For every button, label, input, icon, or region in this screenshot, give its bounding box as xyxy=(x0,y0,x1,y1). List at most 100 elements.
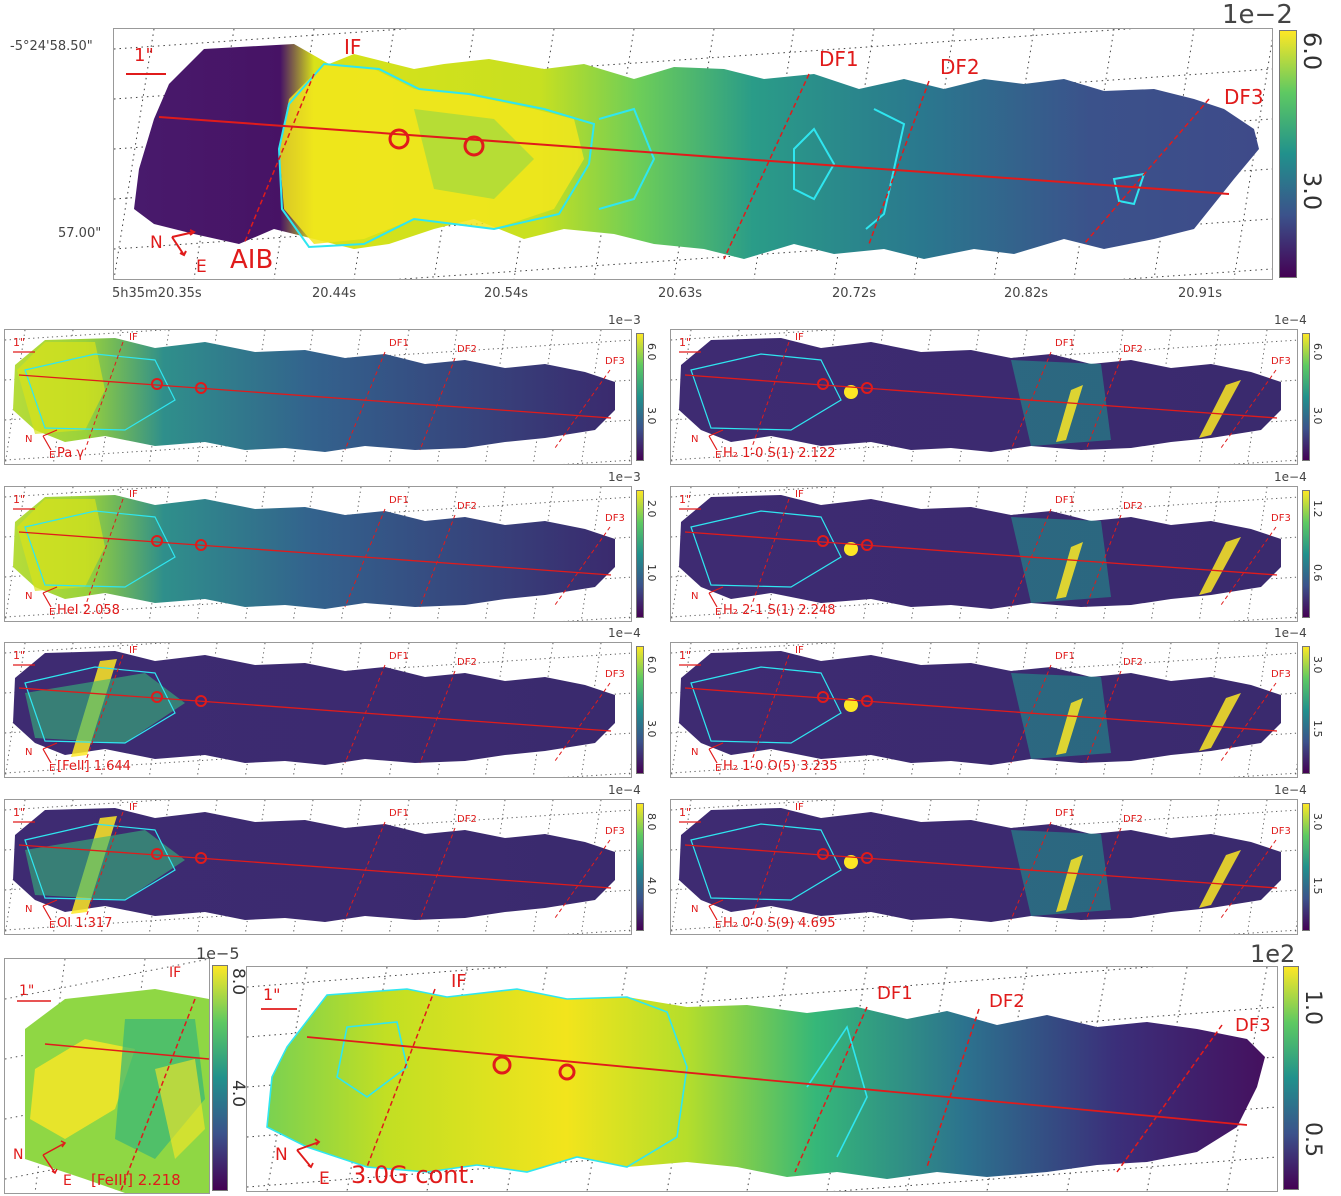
feiii-east: E xyxy=(63,1173,72,1189)
scale-bar-label: 1" xyxy=(13,336,26,349)
compass-east: E xyxy=(715,607,722,618)
line-map-colorbar-exponent: 1e−4 xyxy=(608,783,641,797)
ra-tick-3: 20.54s xyxy=(484,286,528,301)
feiii-panel: 1" IF N E [FeIII] 2.218 xyxy=(4,958,210,1194)
main-colorbar-tick-high: 6.0 xyxy=(1298,32,1326,71)
compass-north: N xyxy=(25,904,33,915)
feiii-colorbar xyxy=(212,965,228,1191)
compass-north: N xyxy=(691,904,699,915)
line-map-tick-high: 8.0 xyxy=(645,813,658,831)
label-df1: DF1 xyxy=(819,47,859,71)
line-map-tick-high: 6.0 xyxy=(645,656,658,674)
compass-east: E xyxy=(49,920,56,931)
line-map-image xyxy=(5,487,631,621)
scale-bar-label: 1" xyxy=(13,493,26,506)
cont-tick-low: 0.5 xyxy=(1300,1122,1325,1157)
line-map-image xyxy=(671,330,1297,464)
line-map-image xyxy=(5,800,631,934)
main-colorbar-tick-low: 3.0 xyxy=(1298,172,1326,211)
line-map-tick-low: 4.0 xyxy=(645,877,658,895)
line-map-panel: 1" IF DF1 DF2 DF3 N E HeI 2.058 xyxy=(4,486,632,622)
label-df3: DF3 xyxy=(1271,356,1291,367)
line-map-colorbar xyxy=(636,803,644,931)
line-map-panel: 1" IF DF1 DF2 DF3 N E H₂ 2-1 S(1) 2.248 xyxy=(670,486,1298,622)
feiii-colorbar-exponent: 1e−5 xyxy=(196,944,240,963)
line-label: [FeII] 1.644 xyxy=(57,759,131,774)
cont-label-df2: DF2 xyxy=(989,991,1025,1012)
ra-tick-6: 20.82s xyxy=(1004,286,1048,301)
label-df2: DF2 xyxy=(457,501,477,512)
label-df2: DF2 xyxy=(1123,344,1143,355)
scale-bar-label: 1" xyxy=(13,806,26,819)
compass-east: E xyxy=(715,763,722,774)
line-map-tick-high: 2.0 xyxy=(645,500,658,518)
line-label: H₂ 1-0 O(5) 3.235 xyxy=(723,759,838,774)
label-df3: DF3 xyxy=(1271,826,1291,837)
line-map-tick-low: 3.0 xyxy=(645,407,658,425)
line-map-tick-low: 0.6 xyxy=(1311,564,1324,582)
compass-north: N xyxy=(25,591,33,602)
cont-colorbar-exponent: 1e2 xyxy=(1250,940,1296,968)
compass-north: N xyxy=(150,233,163,253)
cont-colorbar xyxy=(1283,966,1299,1190)
line-map-colorbar xyxy=(636,490,644,618)
cont-north: N xyxy=(275,1145,288,1165)
label-if: IF xyxy=(129,645,138,656)
cont-scale-bar: 1" xyxy=(263,985,281,1004)
line-label: H₂ 0-0 S(9) 4.695 xyxy=(723,916,836,931)
main-colorbar-exponent: 1e−2 xyxy=(1222,0,1293,30)
scale-bar-label: 1" xyxy=(679,336,692,349)
feiii-tick-high: 8.0 xyxy=(228,968,248,996)
line-label: H₂ 2-1 S(1) 2.248 xyxy=(723,603,836,618)
compass-east: E xyxy=(715,920,722,931)
line-map-tick-low: 3.0 xyxy=(1311,407,1324,425)
label-df1: DF1 xyxy=(1055,495,1075,506)
label-df2: DF2 xyxy=(457,344,477,355)
feiii-label-if: IF xyxy=(169,965,182,981)
line-map-tick-high: 6.0 xyxy=(1311,343,1324,361)
line-map-panel: 1" IF DF1 DF2 DF3 N E OI 1.317 xyxy=(4,799,632,935)
cut-line xyxy=(158,116,1230,195)
dec-tick-2: 57.00" xyxy=(58,226,102,241)
ra-tick-4: 20.63s xyxy=(658,286,702,301)
label-if: IF xyxy=(795,489,804,500)
cont-panel: 1" IF DF1 DF2 DF3 N E 3.0G cont. xyxy=(246,966,1278,1192)
compass-east: E xyxy=(49,450,56,461)
line-map-colorbar-exponent: 1e−4 xyxy=(1274,626,1307,640)
line-map-colorbar-exponent: 1e−3 xyxy=(608,313,641,327)
line-map-panel: 1" IF DF1 DF2 DF3 N E [FeII] 1.644 xyxy=(4,642,632,778)
label-df1: DF1 xyxy=(1055,808,1075,819)
label-df3: DF3 xyxy=(1271,669,1291,680)
line-map-tick-low: 3.0 xyxy=(645,720,658,738)
compass-east: E xyxy=(715,450,722,461)
line-map-tick-high: 3.0 xyxy=(1311,813,1324,831)
front-lines xyxy=(243,73,1210,260)
line-label: H₂ 1-0 S(1) 2.122 xyxy=(723,446,836,461)
ra-tick-7: 20.91s xyxy=(1178,286,1222,301)
compass-east: E xyxy=(49,763,56,774)
label-df2: DF2 xyxy=(457,657,477,668)
label-df3: DF3 xyxy=(605,826,625,837)
line-map-tick-low: 1.0 xyxy=(645,564,658,582)
cont-line-label: 3.0G cont. xyxy=(351,1161,476,1189)
line-map-panel: 1" IF DF1 DF2 DF3 N E Pa γ xyxy=(4,329,632,465)
label-if: IF xyxy=(795,332,804,343)
cont-tick-high: 1.0 xyxy=(1300,990,1325,1025)
cont-label-if: IF xyxy=(451,971,467,992)
line-map-tick-low: 1.5 xyxy=(1311,877,1324,895)
line-map-image xyxy=(671,643,1297,777)
line-map-colorbar xyxy=(1302,490,1310,618)
label-df2: DF2 xyxy=(940,55,980,79)
cont-footprint xyxy=(267,989,1265,1179)
cont-east: E xyxy=(319,1169,330,1189)
label-df2: DF2 xyxy=(1123,814,1143,825)
main-map-panel: 1" IF DF1 DF2 DF3 AIB N E xyxy=(113,28,1273,280)
line-map-panel: 1" IF DF1 DF2 DF3 N E H₂ 1-0 S(1) 2.122 xyxy=(670,329,1298,465)
feiii-image xyxy=(5,959,209,1193)
line-map-colorbar-exponent: 1e−4 xyxy=(1274,313,1307,327)
label-if: IF xyxy=(795,645,804,656)
star-marker-2 xyxy=(463,135,485,157)
label-df3: DF3 xyxy=(605,669,625,680)
line-map-colorbar-exponent: 1e−4 xyxy=(1274,783,1307,797)
line-label: HeI 2.058 xyxy=(57,603,120,618)
